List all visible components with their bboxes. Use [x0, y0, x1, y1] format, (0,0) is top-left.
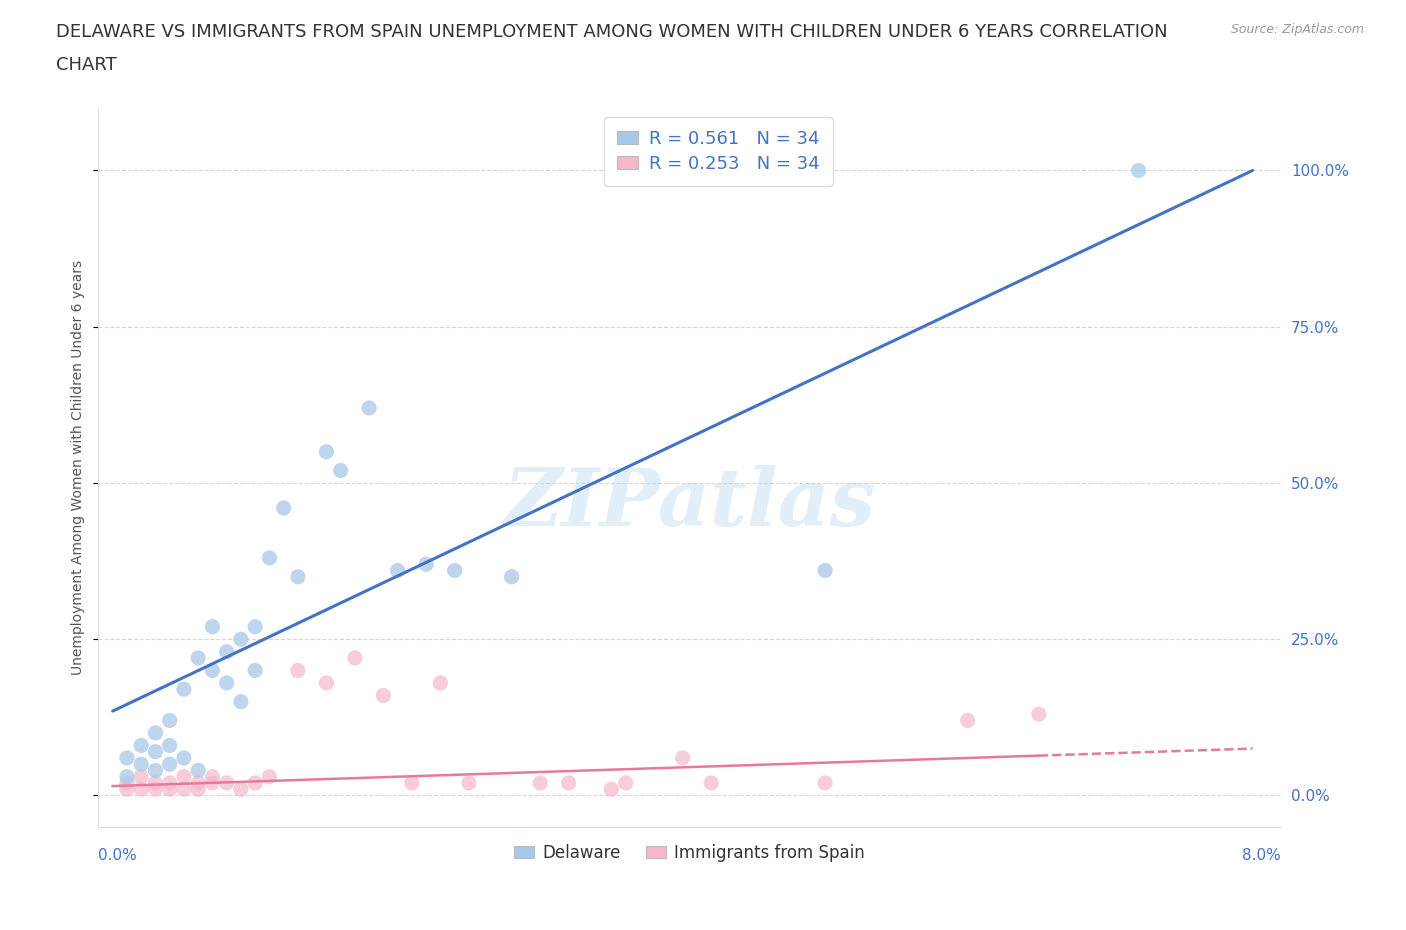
Text: CHART: CHART [56, 56, 117, 73]
Point [243, 776, 266, 790]
Point [129, 769, 152, 784]
Point [201, 663, 224, 678]
Text: DELAWARE VS IMMIGRANTS FROM SPAIN UNEMPLOYMENT AMONG WOMEN WITH CHILDREN UNDER 6: DELAWARE VS IMMIGRANTS FROM SPAIN UNEMPL… [56, 23, 1168, 41]
Point [373, 688, 395, 703]
Point [229, 782, 252, 797]
Y-axis label: Unemployment Among Women with Children Under 6 years: Unemployment Among Women with Children U… [72, 259, 86, 675]
Point [273, 500, 295, 515]
Point [1128, 163, 1150, 178]
Point [501, 569, 523, 584]
Point [243, 663, 266, 678]
Point [814, 563, 837, 578]
Point [387, 563, 409, 578]
Point [145, 725, 167, 740]
Point [1028, 707, 1050, 722]
Point [173, 751, 195, 765]
Point [115, 776, 138, 790]
Legend: Delaware, Immigrants from Spain: Delaware, Immigrants from Spain [508, 837, 872, 869]
Point [415, 557, 437, 572]
Point [359, 401, 381, 416]
Point [129, 782, 152, 797]
Point [129, 738, 152, 753]
Point [401, 776, 423, 790]
Point [215, 644, 238, 659]
Point [343, 650, 366, 665]
Point [215, 675, 238, 690]
Point [614, 776, 637, 790]
Point [672, 751, 695, 765]
Point [173, 682, 195, 697]
Point [115, 769, 138, 784]
Point [145, 782, 167, 797]
Point [159, 738, 181, 753]
Point [145, 763, 167, 777]
Point [229, 631, 252, 646]
Text: 8.0%: 8.0% [1243, 848, 1281, 863]
Point [259, 769, 281, 784]
Point [429, 675, 451, 690]
Point [129, 757, 152, 772]
Text: Source: ZipAtlas.com: Source: ZipAtlas.com [1230, 23, 1364, 36]
Point [956, 713, 979, 728]
Point [173, 782, 195, 797]
Point [329, 463, 352, 478]
Point [187, 763, 209, 777]
Point [287, 569, 309, 584]
Point [115, 751, 138, 765]
Point [315, 445, 337, 459]
Point [201, 776, 224, 790]
Point [187, 776, 209, 790]
Point [159, 757, 181, 772]
Point [287, 663, 309, 678]
Point [159, 776, 181, 790]
Point [201, 619, 224, 634]
Point [145, 776, 167, 790]
Point [315, 675, 337, 690]
Point [700, 776, 723, 790]
Text: ZIPatlas: ZIPatlas [503, 465, 876, 542]
Point [529, 776, 551, 790]
Point [229, 695, 252, 710]
Point [458, 776, 481, 790]
Point [814, 776, 837, 790]
Point [259, 551, 281, 565]
Point [215, 776, 238, 790]
Point [443, 563, 465, 578]
Point [557, 776, 579, 790]
Point [243, 619, 266, 634]
Point [115, 782, 138, 797]
Point [600, 782, 623, 797]
Text: 0.0%: 0.0% [98, 848, 138, 863]
Point [187, 650, 209, 665]
Point [187, 782, 209, 797]
Point [145, 744, 167, 759]
Point [159, 782, 181, 797]
Point [159, 713, 181, 728]
Point [201, 769, 224, 784]
Point [173, 769, 195, 784]
